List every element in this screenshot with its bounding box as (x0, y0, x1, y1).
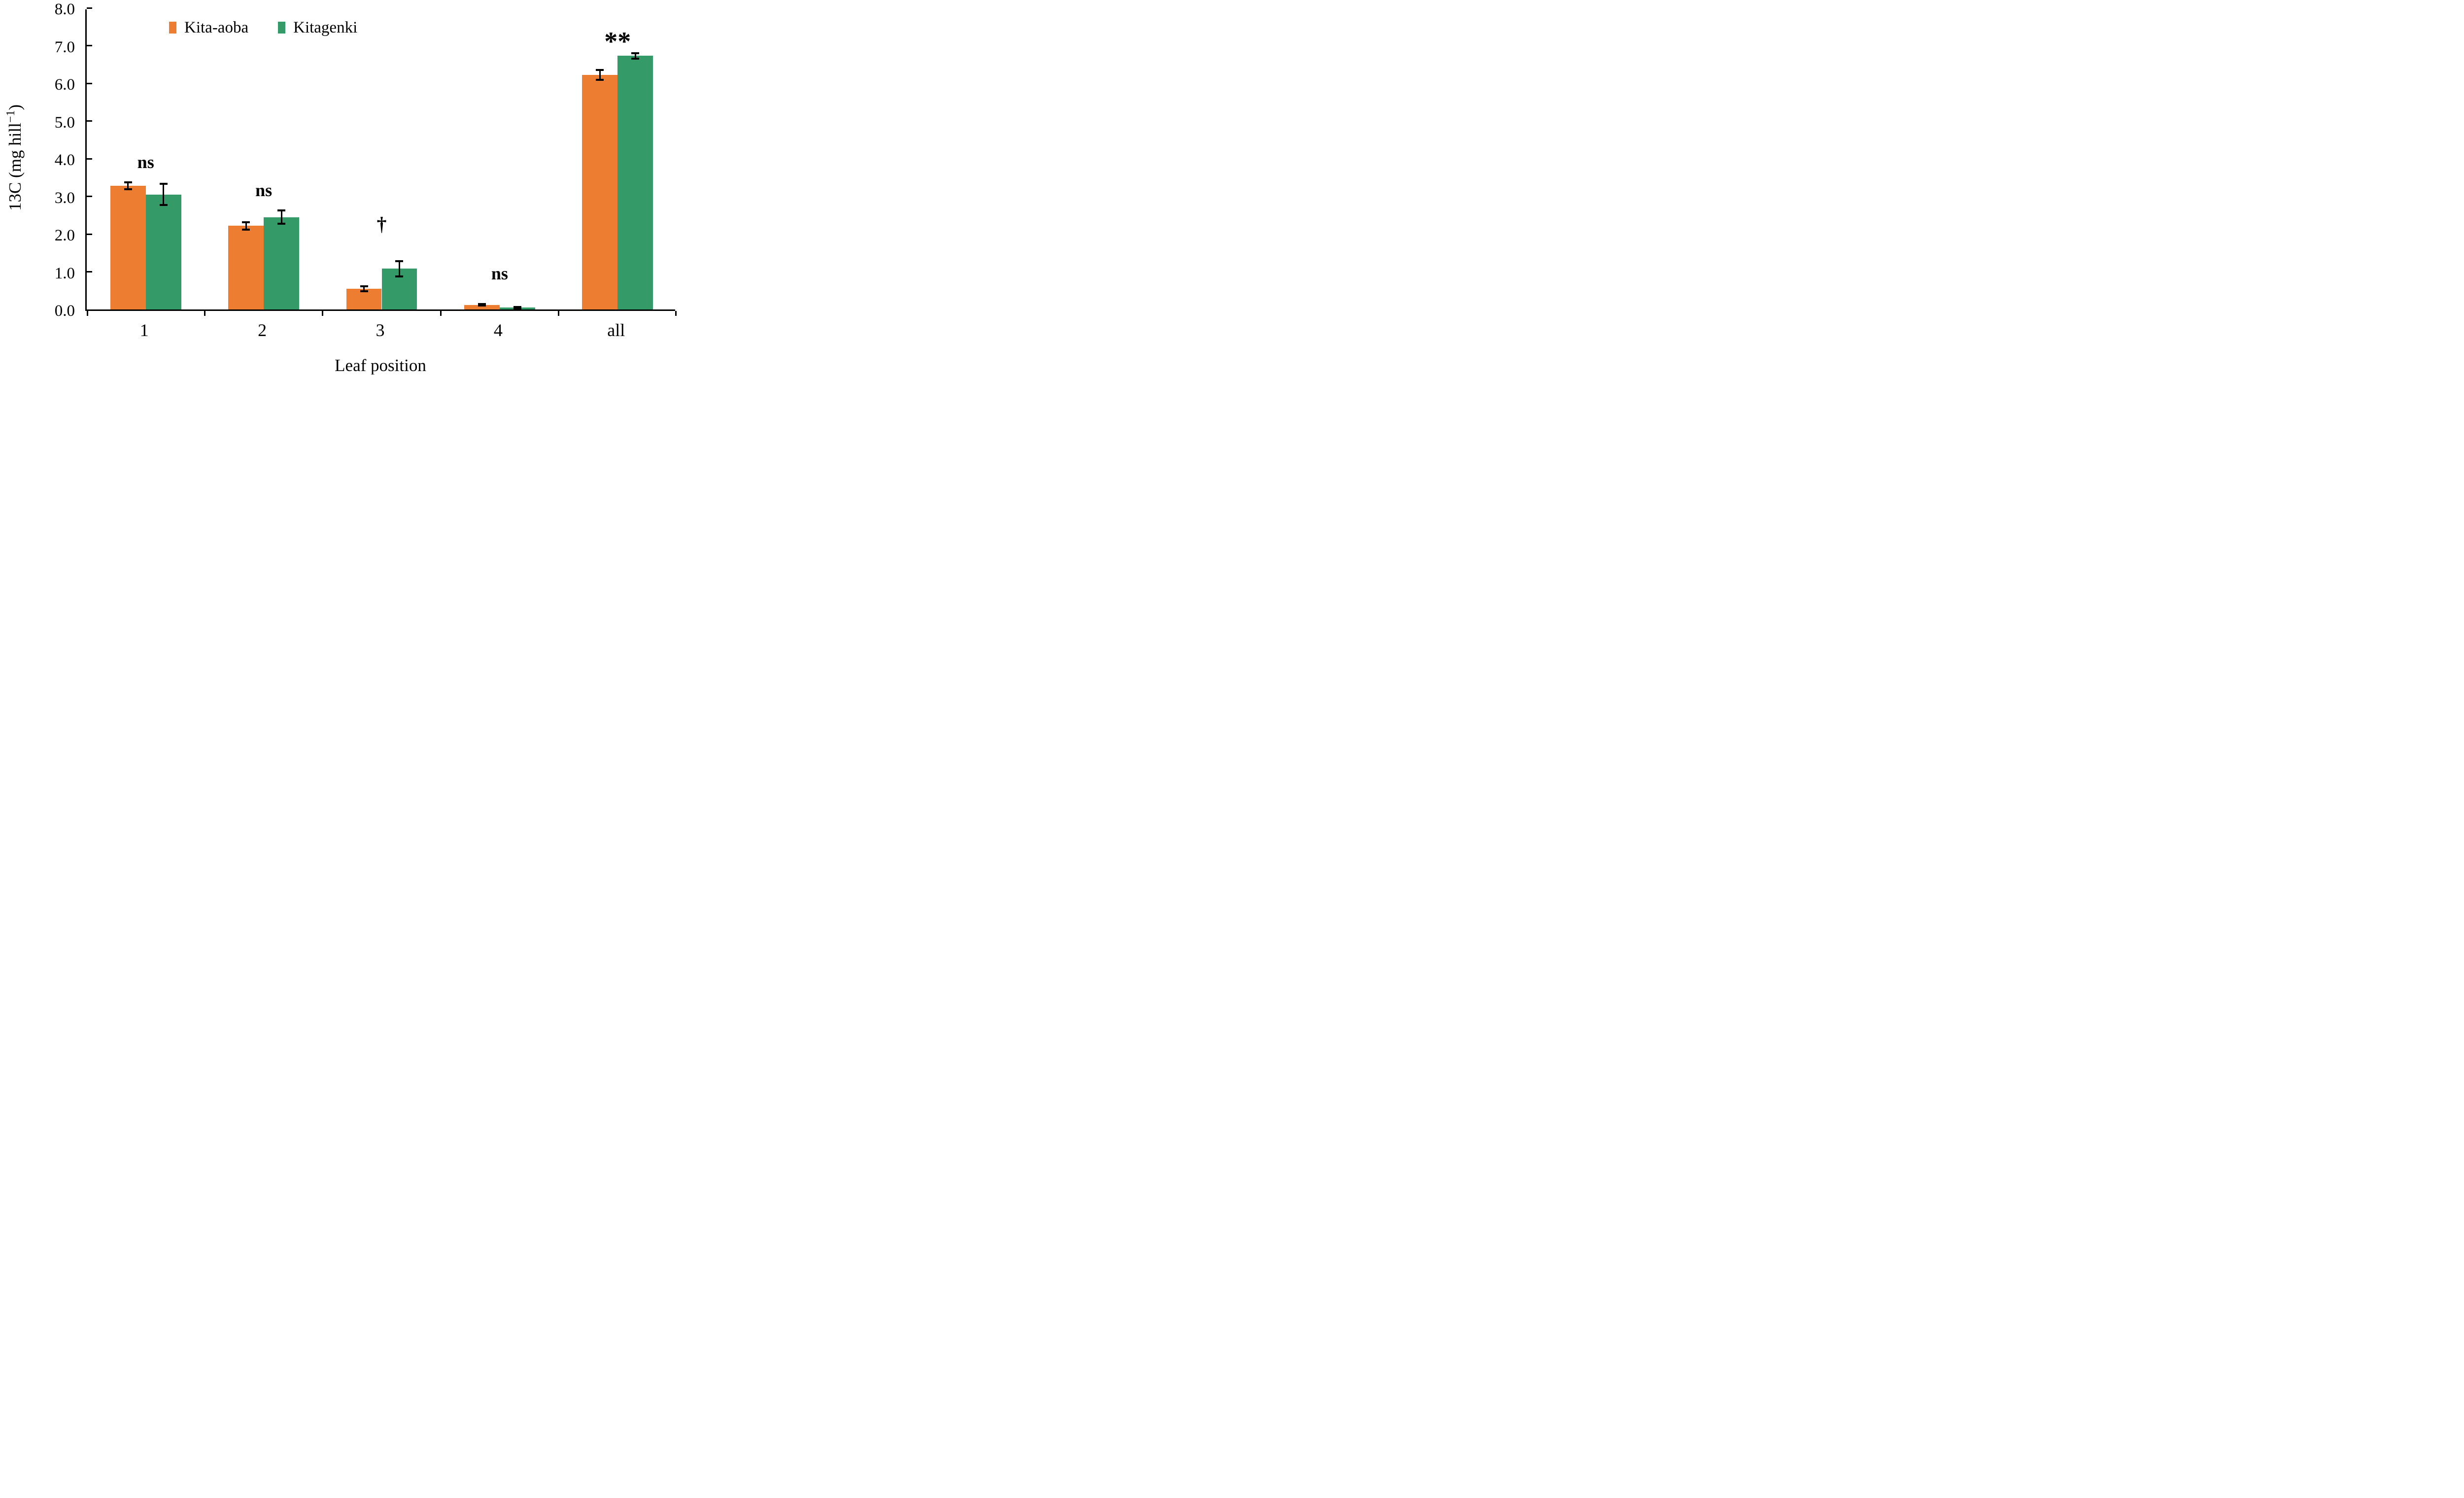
y-tick-label-2.0: 2.0 (54, 227, 75, 244)
figure-canvas: Kita-aoba Kitagenki 13C (mg hill−1) 0.0 1… (0, 0, 679, 374)
x-axis-tick-2 (322, 311, 324, 316)
kita-aoba-swatch-icon (169, 22, 176, 34)
x-axis-tick-3 (440, 311, 442, 316)
kitagenki-error-bar-1 (163, 184, 165, 205)
y-tick-label-5.0: 5.0 (54, 113, 75, 132)
y-tick-label-1.0: 1.0 (54, 264, 75, 282)
kita-aoba-error-bar-2 (245, 222, 247, 230)
x-axis-tick-5 (675, 311, 677, 316)
kitagenki-error-bar-3 (398, 261, 400, 276)
kitagenki-error-cap-top-4 (513, 306, 521, 308)
legend-label-kita-aoba: Kita-aoba (184, 19, 249, 36)
legend-item-kita-aoba: Kita-aoba (169, 19, 248, 36)
kita-aoba-error-bar-3 (363, 286, 365, 292)
kita-aoba-bar-1 (110, 186, 146, 309)
kitagenki-bar-1 (145, 194, 181, 309)
y-axis-title-close-paren: ) (5, 104, 25, 110)
plot-area: ns ns † ns ** (85, 7, 677, 316)
kita-aoba-error-cap-bottom-1 (124, 188, 132, 190)
legend-label-kitagenki: Kitagenki (293, 19, 358, 36)
kita-aoba-bar-4 (464, 305, 500, 309)
significance-annotation-4: ns (491, 263, 508, 283)
kita-aoba-bar-all (582, 75, 618, 309)
kita-aoba-error-cap-bottom-all (596, 79, 604, 81)
y-tick-label-0.0: 0.0 (54, 302, 75, 320)
y-axis-title-text: 13C (mg hill (5, 123, 25, 211)
kita-aoba-error-cap-top-4 (478, 303, 486, 306)
kitagenki-error-bar-all (634, 53, 636, 59)
kita-aoba-error-bar-1 (127, 182, 129, 189)
kitagenki-error-cap-bottom-1 (159, 204, 168, 206)
y-axis-tick-2 (87, 233, 92, 235)
y-axis-tick-labels: 0.0 1.0 2.0 3.0 4.0 5.0 6.0 7.0 8.0 (30, 0, 75, 320)
kita-aoba-error-cap-top-2 (242, 221, 250, 223)
y-tick-label-8.0: 8.0 (54, 0, 75, 18)
y-tick-label-3.0: 3.0 (54, 189, 75, 207)
x-axis-tick-labels: 1 2 3 4 all (85, 320, 675, 343)
x-tick-label-3: 3 (376, 320, 385, 340)
x-tick-label-4: 4 (493, 320, 503, 340)
kita-aoba-error-cap-top-all (596, 69, 604, 71)
kitagenki-error-cap-top-3 (395, 260, 404, 263)
kita-aoba-error-cap-top-1 (124, 181, 132, 184)
kitagenki-error-cap-bottom-3 (395, 275, 404, 277)
y-axis-tick-4 (87, 158, 92, 160)
significance-annotation-1: ns (137, 152, 154, 172)
y-tick-label-4.0: 4.0 (54, 151, 75, 169)
kitagenki-bar-all (617, 56, 653, 309)
y-axis-tick-6 (87, 82, 92, 84)
y-axis-tick-3 (87, 196, 92, 197)
kita-aoba-bar-2 (228, 226, 264, 309)
significance-annotation-3: † (376, 213, 387, 236)
kitagenki-error-cap-top-all (631, 52, 640, 54)
significance-annotation-2: ns (255, 180, 273, 201)
y-axis-title-superscript: −1 (4, 110, 18, 123)
significance-annotation-5: ** (604, 27, 631, 57)
kita-aoba-error-cap-top-3 (360, 285, 368, 287)
y-axis-tick-1 (87, 271, 92, 272)
y-axis-tick-5 (87, 120, 92, 122)
kitagenki-error-cap-bottom-2 (277, 223, 285, 225)
x-tick-label-1: 1 (139, 320, 149, 340)
kita-aoba-error-cap-bottom-4 (478, 305, 486, 307)
x-tick-label-2: 2 (258, 320, 267, 340)
kitagenki-swatch-icon (278, 22, 286, 34)
legend-item-kitagenki: Kitagenki (278, 19, 357, 36)
kitagenki-error-cap-bottom-4 (513, 307, 521, 309)
kita-aoba-error-cap-bottom-3 (360, 290, 368, 293)
y-axis-title: 13C (mg hill−1) (4, 104, 25, 211)
legend: Kita-aoba Kitagenki (169, 18, 357, 37)
x-axis-tick-1 (204, 311, 205, 316)
kitagenki-error-cap-top-1 (159, 183, 168, 185)
x-axis-tick-0 (87, 311, 88, 316)
kitagenki-error-cap-bottom-all (631, 57, 640, 60)
kitagenki-error-cap-top-2 (277, 209, 285, 211)
x-tick-label-all: all (607, 320, 625, 340)
y-axis-tick-8 (87, 7, 92, 9)
kitagenki-bar-2 (264, 217, 299, 309)
kita-aoba-error-bar-all (599, 70, 601, 80)
y-axis-tick-7 (87, 45, 92, 46)
kitagenki-error-bar-2 (280, 210, 282, 224)
y-tick-label-6.0: 6.0 (54, 76, 75, 94)
kita-aoba-error-cap-bottom-2 (242, 228, 250, 231)
x-axis-tick-4 (558, 311, 560, 316)
y-tick-label-7.0: 7.0 (54, 38, 75, 56)
x-axis-title: Leaf position (335, 356, 426, 374)
